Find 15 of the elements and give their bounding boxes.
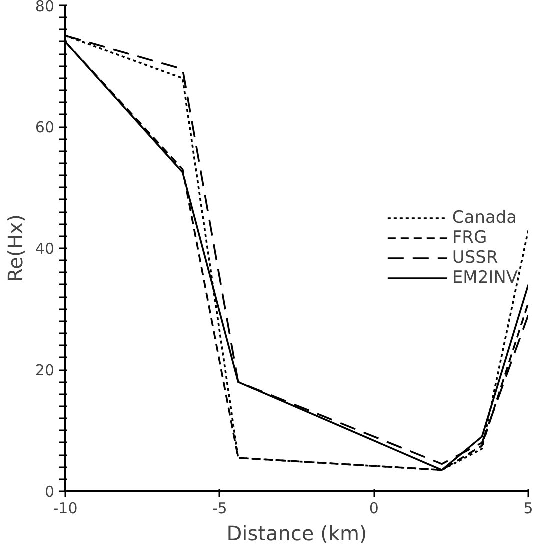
y-tick-label: 60	[35, 118, 55, 136]
x-tick-label: -10	[53, 500, 78, 518]
legend-label: USSR	[452, 248, 498, 268]
x-tick-label: 0	[369, 500, 379, 518]
legend-label: Canada	[452, 208, 518, 228]
y-tick-label: 20	[35, 362, 55, 380]
y-tick-label: 0	[44, 483, 55, 501]
y-tick-label: 40	[35, 240, 55, 258]
y-axis-title: Re(Hx)	[3, 214, 28, 282]
x-tick-label: 5	[524, 500, 534, 518]
legend-label: FRG	[452, 228, 488, 248]
legend-label: EM2INV	[452, 268, 518, 288]
x-tick-label: -5	[212, 500, 228, 518]
y-tick-label: 80	[35, 0, 55, 16]
x-axis-title: Distance (km)	[226, 522, 368, 546]
